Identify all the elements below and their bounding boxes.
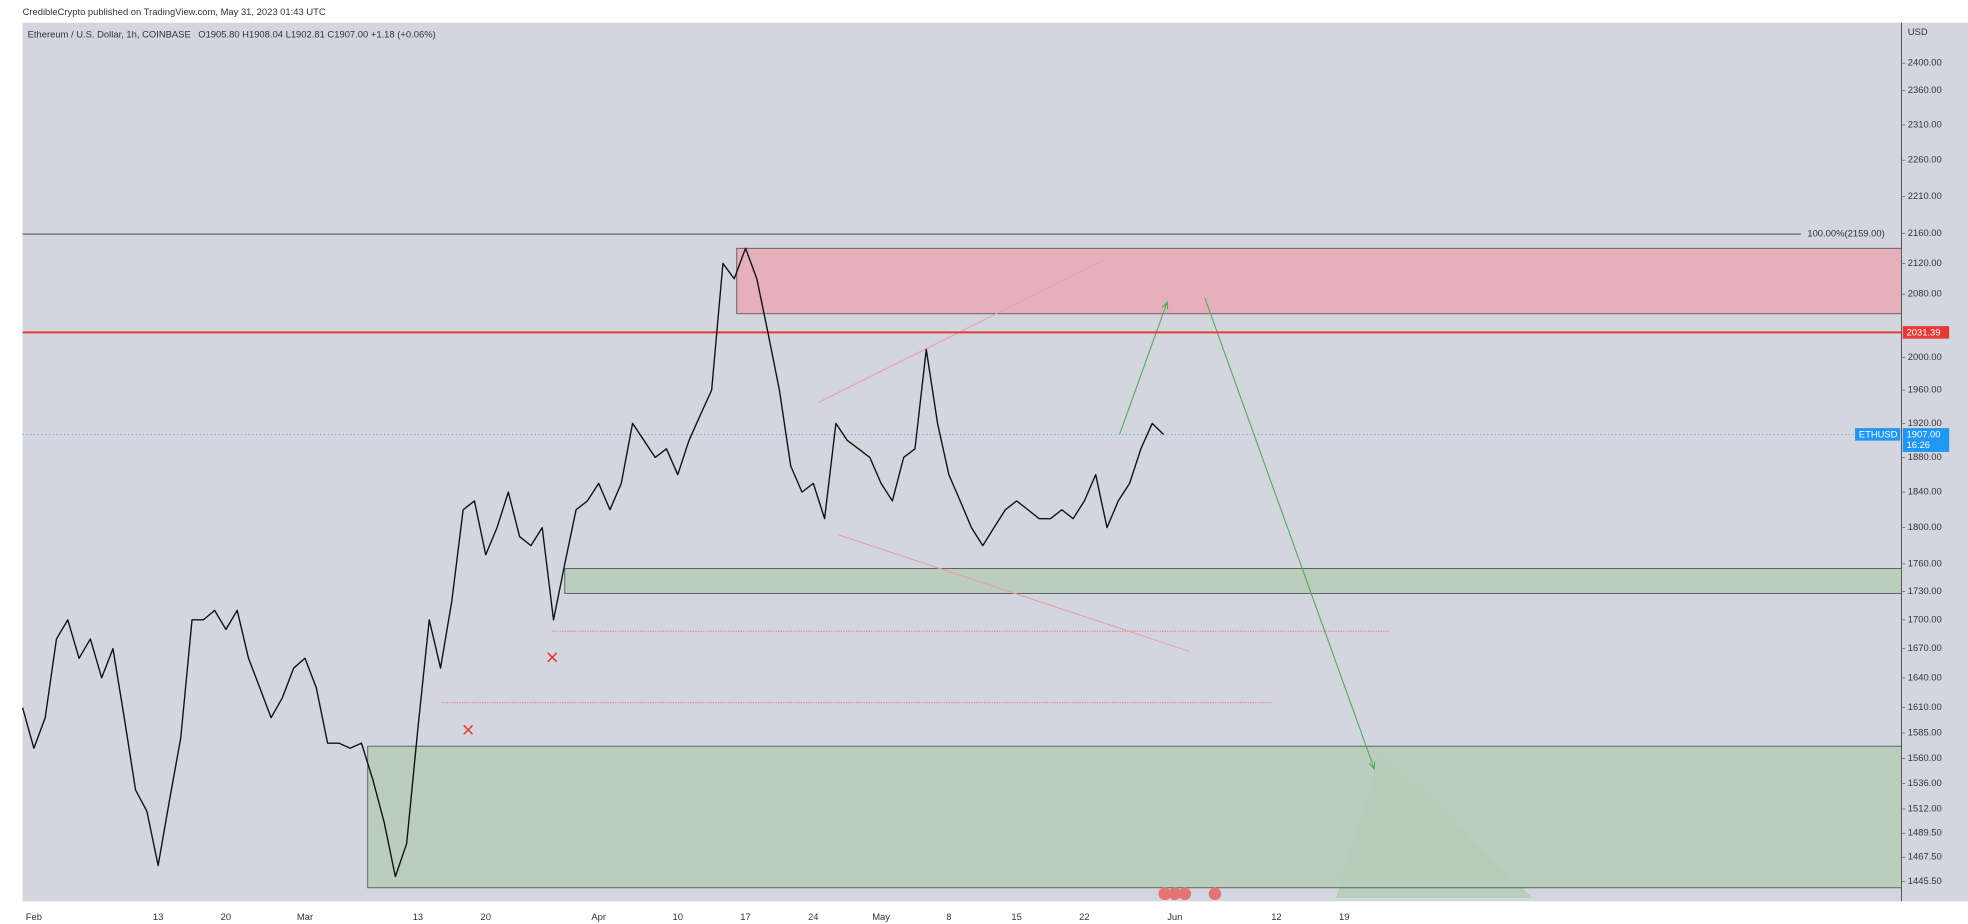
event-icons [1158,887,1222,901]
invalidation-mark [547,652,558,663]
x-tick-label: 12 [1271,911,1281,922]
event-icon [1168,887,1182,901]
y-tick-label: 1610.00 [1908,701,1942,712]
price-tag [1902,428,1950,452]
y-tick-label: 2000.00 [1908,351,1942,362]
legend-entry: Ethereum / U.S. Dollar, 1h, COINBASE [28,29,191,40]
y-tick-label: 1467.50 [1908,851,1942,862]
y-tick-label: 1640.00 [1908,671,1942,682]
x-tick-label: 22 [1079,911,1089,922]
y-tick-label: 1585.00 [1908,726,1942,737]
y-tick-label: 2360.00 [1908,84,1942,95]
y-tick-label: 1560.00 [1908,752,1942,763]
y-tick-label: 1880.00 [1908,451,1942,462]
x-tick-label: 10 [673,911,683,922]
x-tick-label: Mar [297,911,313,922]
x-tick-label: 19 [1339,911,1349,922]
x-tick-label: 20 [480,911,490,922]
y-tick-label: 1920.00 [1908,417,1942,428]
x-tick-label: 20 [221,911,231,922]
legend-ohlc: O1905.80 H1908.04 L1902.81 C1907.00 +1.1… [198,29,435,40]
price-axis [1901,22,1968,902]
resistance-label: 2031.39 [1907,326,1941,337]
fib-label: 100.00%(2159.00) [1807,228,1884,239]
y-tick-label: 2160.00 [1908,227,1942,238]
trendline [838,534,1191,653]
y-tick-label: 1670.00 [1908,642,1942,653]
x-tick-label: 24 [808,911,818,922]
x-tick-label: 15 [1011,911,1021,922]
x-tick-label: 17 [740,911,750,922]
arrow-head [1161,300,1169,310]
zone [564,568,1902,594]
last-price-label: 1907.00 [1907,428,1941,439]
y-tick-label: 2120.00 [1908,257,1942,268]
price-tag [1902,326,1950,339]
symbol-tag [1855,428,1901,441]
y-tick-label: 2210.00 [1908,190,1942,201]
trendline [818,259,1105,404]
x-tick-label: 13 [413,911,423,922]
y-tick-label: 1536.00 [1908,777,1942,788]
price-line [21,247,1164,878]
invalidation-mark [463,724,474,735]
y-tick-label: 1800.00 [1908,521,1942,532]
y-tick-label: 2310.00 [1908,118,1942,129]
y-tick-label: 1840.00 [1908,486,1942,497]
zone [367,745,1902,889]
x-tick-label: 8 [946,911,951,922]
arrow-head [1368,761,1376,771]
y-tick-label: 1760.00 [1908,557,1942,568]
y-tick-label: 1489.50 [1908,827,1942,838]
y-tick-label: 1512.00 [1908,803,1942,814]
event-icon [1178,887,1192,901]
y-tick-label: 2400.00 [1908,57,1942,68]
y-tick-label: 2260.00 [1908,154,1942,165]
y-tick-label: 1730.00 [1908,585,1942,596]
event-icon [1208,887,1222,901]
symbol-label: ETHUSD [1859,428,1898,439]
y-tick-label: 1700.00 [1908,613,1942,624]
event-icon [1158,887,1172,901]
x-tick-label: 13 [153,911,163,922]
projection-arrow [1119,301,1168,435]
x-tick-label: May [872,911,890,922]
publisher: CredibleCrypto published on TradingView.… [23,6,326,17]
y-tick-label: 1960.00 [1908,384,1942,395]
zone [736,247,1902,315]
axis-unit: USD [1908,26,1928,37]
countdown-label: 16:26 [1907,439,1931,450]
x-tick-label: Apr [591,911,606,922]
drawings: 2400.00 2360.00 2310.00 2260.00 2210.00 2160.… [21,57,1950,922]
y-tick-label: 1445.50 [1908,875,1942,886]
x-tick-label: Feb [26,911,42,922]
projection-arrow [1204,297,1375,770]
x-tick-label: Jun [1167,911,1182,922]
y-tick-label: 2080.00 [1908,288,1942,299]
